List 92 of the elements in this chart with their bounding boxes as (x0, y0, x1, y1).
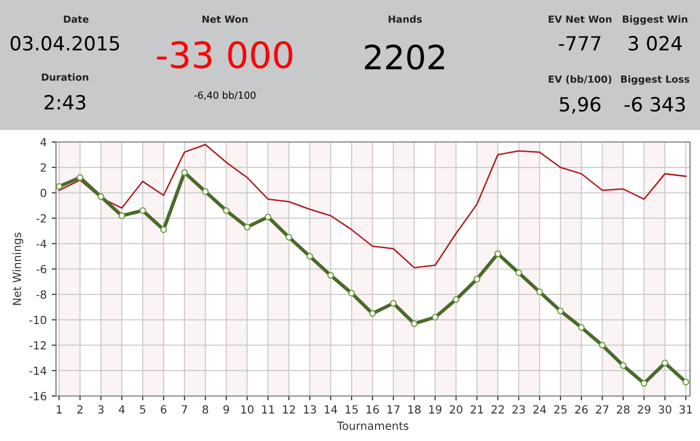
point (286, 234, 292, 241)
point (432, 314, 438, 321)
text: 5,96 (560, 96, 600, 114)
point (76, 174, 84, 181)
text: Duration (42, 73, 88, 81)
point (410, 320, 418, 327)
x-tick-label: 3 (98, 405, 104, 414)
x-tick-label: 14 (324, 405, 338, 414)
x-tick-label: 24 (533, 405, 546, 414)
text: Biggest Loss (621, 75, 690, 85)
x-tick-label: 30 (658, 405, 672, 414)
x-tick-label: 5 (140, 405, 146, 414)
point (578, 324, 585, 331)
x-tick-label: 12 (283, 405, 295, 414)
x-tick-label: 27 (596, 405, 608, 414)
x-tick-label: 4 (118, 405, 125, 414)
text: -777 (558, 36, 600, 50)
point (682, 378, 690, 386)
x-tick-label: 9 (223, 405, 230, 414)
point (139, 207, 146, 214)
x-tick-label: 8 (202, 405, 208, 414)
x-tick-label: 13 (304, 405, 316, 414)
text: 3 024 (628, 36, 682, 51)
point (662, 360, 668, 366)
y-tick-label: -16 (29, 392, 46, 400)
x-tick-label: 28 (616, 405, 630, 414)
point (222, 207, 230, 214)
x-tick-label: 11 (262, 405, 274, 414)
text: 2:43 (44, 94, 86, 110)
x-tick-label: 20 (450, 405, 462, 414)
point (202, 188, 209, 195)
text: Biggest Win (622, 15, 688, 25)
y-tick-label: -2 (36, 214, 46, 222)
x-tick-label: 26 (575, 405, 588, 414)
point (640, 380, 648, 387)
point (181, 169, 188, 176)
y-tick-label: -8 (36, 290, 46, 299)
point (98, 193, 104, 200)
text: -33 000 (157, 41, 292, 68)
text: Net Won (202, 16, 248, 23)
point (598, 342, 606, 349)
text: -6 343 (624, 96, 685, 112)
point (369, 310, 376, 317)
point (348, 290, 355, 296)
x-axis-title: Tournaments (337, 422, 408, 430)
point (474, 276, 480, 282)
y-tick-label: 2 (40, 163, 46, 172)
x-tick-label: 17 (388, 405, 400, 414)
x-tick-label: 2 (77, 405, 82, 414)
x-tick-label: 23 (512, 405, 525, 414)
point (160, 226, 167, 233)
text: EV (bb/100) (548, 75, 612, 84)
y-tick-label: -10 (29, 316, 46, 324)
y-tick-label: -14 (29, 366, 46, 375)
x-tick-label: 19 (429, 405, 442, 414)
x-tick-label: 25 (554, 405, 567, 414)
x-tick-label: 29 (638, 405, 650, 414)
point (494, 250, 502, 258)
y-tick-label: -6 (36, 264, 46, 274)
point (327, 272, 334, 279)
x-tick-label: 31 (680, 405, 692, 414)
y-tick-label: 4 (40, 138, 46, 146)
x-tick-label: 16 (366, 405, 379, 414)
point (515, 269, 522, 276)
y-axis-title: Net Winnings (12, 232, 24, 305)
text: 03.04.2015 (10, 36, 119, 51)
x-tick-label: 21 (470, 405, 483, 414)
point (452, 296, 460, 303)
point (557, 308, 564, 314)
text: 2202 (365, 44, 444, 70)
point (244, 224, 250, 230)
text: EV Net Won (548, 16, 612, 23)
text: Date (64, 16, 88, 23)
point (264, 214, 272, 220)
point (56, 183, 62, 190)
text: -6,40 bb/100 (194, 91, 256, 100)
point (306, 252, 314, 260)
point (118, 212, 126, 219)
x-tick-label: 1 (56, 405, 62, 414)
x-tick-label: 10 (241, 405, 254, 414)
point (536, 288, 543, 296)
y-tick-label: -4 (36, 240, 46, 248)
point (620, 362, 626, 369)
x-tick-label: 15 (346, 405, 358, 414)
x-tick-label: 7 (182, 405, 188, 414)
text: Hands (388, 15, 422, 23)
y-tick-label: 0 (40, 188, 46, 198)
point (390, 300, 397, 307)
y-tick-label: -12 (29, 341, 46, 350)
x-tick-label: 18 (408, 405, 421, 414)
x-tick-label: 6 (160, 405, 166, 414)
x-tick-label: 22 (492, 405, 504, 414)
